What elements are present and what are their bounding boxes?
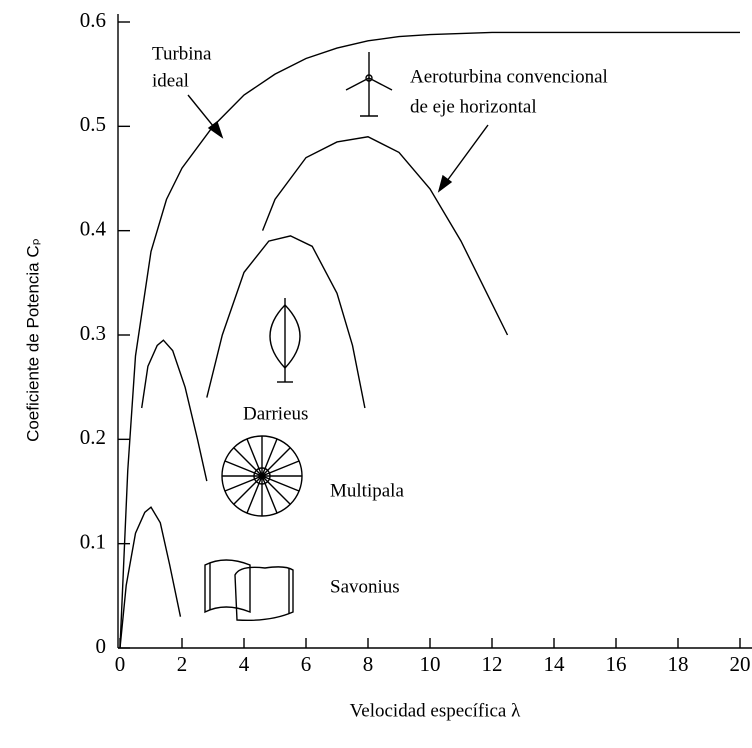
hawt-icon bbox=[345, 52, 393, 117]
series-line bbox=[141, 339, 208, 482]
annotation: Darrieus bbox=[243, 403, 308, 424]
annotation: Multipala bbox=[330, 480, 404, 501]
annotation: de eje horizontal bbox=[410, 96, 537, 117]
multipala-icon bbox=[221, 435, 303, 517]
y-tick-label: 0.6 bbox=[80, 8, 106, 32]
y-tick-label: 0.5 bbox=[80, 112, 106, 136]
x-tick-label: 2 bbox=[177, 652, 188, 676]
annotation: Turbina bbox=[152, 43, 212, 64]
x-tick-label: 18 bbox=[668, 652, 689, 676]
y-tick-label: 0.3 bbox=[80, 321, 106, 345]
x-tick-label: 8 bbox=[363, 652, 374, 676]
annotation: Aeroturbina convencional bbox=[410, 66, 608, 87]
series-line bbox=[119, 31, 740, 649]
x-axis-label: Velocidad específica λ bbox=[350, 700, 521, 721]
annotation: Savonius bbox=[330, 576, 400, 597]
x-tick-label: 20 bbox=[730, 652, 751, 676]
y-tick-label: 0.4 bbox=[80, 216, 107, 240]
savonius-icon bbox=[204, 559, 294, 622]
y-axis-label: Coeficiente de Potencia Cₚ bbox=[23, 238, 42, 442]
y-tick-label: 0 bbox=[96, 634, 107, 658]
darrieus-icon bbox=[269, 298, 301, 383]
x-tick-label: 12 bbox=[482, 652, 503, 676]
x-tick-label: 6 bbox=[301, 652, 312, 676]
y-tick-label: 0.1 bbox=[80, 529, 106, 553]
series-line bbox=[206, 235, 366, 409]
x-tick-label: 0 bbox=[115, 652, 126, 676]
y-tick-label: 0.2 bbox=[80, 425, 106, 449]
series-line bbox=[119, 506, 182, 649]
annotation: ideal bbox=[152, 70, 189, 91]
x-tick-label: 14 bbox=[544, 652, 566, 676]
x-tick-label: 16 bbox=[606, 652, 627, 676]
x-tick-label: 4 bbox=[239, 652, 250, 676]
series-line bbox=[261, 136, 509, 336]
x-tick-label: 10 bbox=[420, 652, 441, 676]
